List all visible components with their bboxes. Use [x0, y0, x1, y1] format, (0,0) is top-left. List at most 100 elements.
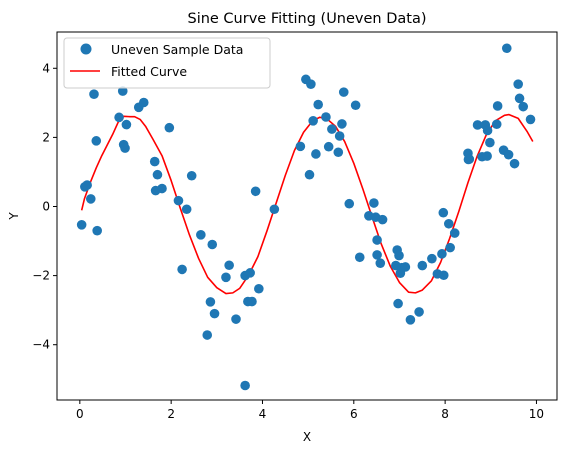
data-point [221, 272, 231, 283]
y-tick-label: 4 [42, 61, 50, 75]
plot-background [57, 32, 557, 400]
data-point [306, 79, 316, 89]
x-tick-label: 10 [529, 407, 544, 421]
data-point [91, 136, 102, 146]
data-point [438, 270, 449, 281]
data-point [196, 230, 206, 240]
plot-frame [56, 31, 558, 401]
data-point [400, 262, 411, 272]
data-point [437, 249, 447, 259]
curve-layer [80, 113, 534, 295]
data-point [509, 158, 520, 169]
y-axis-ticks: −4 −2 0 2 4 [32, 61, 57, 352]
data-point [85, 194, 96, 204]
data-point [327, 124, 337, 134]
data-point [513, 79, 523, 89]
data-point [372, 235, 382, 245]
data-point [334, 131, 345, 141]
data-point [82, 180, 92, 190]
data-point [503, 149, 514, 160]
x-tick-label: 6 [350, 407, 358, 421]
data-point [472, 120, 483, 130]
data-point [482, 151, 492, 161]
data-point [492, 101, 503, 111]
y-tick-label: −4 [32, 338, 50, 352]
data-point [152, 169, 163, 180]
data-point [372, 250, 382, 260]
data-point [491, 119, 502, 130]
data-point [323, 141, 334, 152]
x-tick-label: 2 [167, 407, 175, 421]
y-tick-label: 2 [42, 130, 50, 144]
data-point [89, 89, 99, 99]
data-point [375, 258, 386, 268]
data-point [157, 183, 167, 194]
data-point [525, 114, 536, 125]
data-point [311, 149, 321, 159]
data-point [250, 186, 261, 197]
data-point [186, 170, 197, 181]
data-point [149, 156, 160, 167]
data-point [209, 308, 220, 319]
data-point [207, 239, 218, 250]
data-point [417, 260, 428, 271]
data-point [394, 250, 404, 261]
data-point [518, 101, 529, 112]
y-tick-label: 0 [42, 199, 50, 213]
x-tick-label: 4 [259, 407, 267, 421]
data-point [114, 112, 124, 123]
data-point [76, 220, 87, 230]
data-point [177, 264, 187, 275]
data-point [514, 93, 525, 104]
data-point [393, 298, 403, 309]
chart-title: Sine Curve Fitting (Uneven Data) [187, 11, 426, 27]
data-point [449, 228, 460, 238]
data-point [164, 122, 175, 133]
data-point [427, 253, 437, 264]
legend: Uneven Sample Data Fitted Curve [63, 37, 271, 89]
data-point [445, 242, 455, 253]
data-point [231, 314, 241, 324]
data-point [321, 112, 331, 122]
data-point [354, 252, 365, 263]
data-point [338, 87, 349, 97]
data-point [438, 207, 449, 218]
legend-marker-scatter [80, 43, 92, 55]
data-point [92, 225, 102, 236]
y-axis-label: Y [7, 212, 21, 221]
fitted-curve-line [80, 113, 534, 295]
data-point [173, 195, 184, 206]
data-point [485, 137, 495, 148]
y-tick-label: −2 [32, 269, 50, 283]
data-point [337, 119, 347, 129]
data-point [120, 143, 130, 153]
data-point [350, 100, 361, 111]
legend-label-line: Fitted Curve [111, 64, 187, 79]
data-point [482, 125, 493, 136]
data-point [240, 380, 250, 391]
data-point [117, 86, 128, 96]
data-point [245, 268, 255, 278]
data-point [377, 214, 388, 225]
data-point [304, 169, 315, 180]
data-point [224, 260, 234, 271]
data-point [464, 154, 475, 164]
legend-box [63, 37, 271, 89]
data-point [308, 116, 318, 126]
data-point [254, 283, 264, 294]
x-tick-label: 0 [76, 407, 84, 421]
data-point [405, 315, 416, 325]
data-point [202, 330, 213, 340]
data-point [501, 43, 512, 54]
data-point [313, 99, 323, 110]
legend-label-scatter: Uneven Sample Data [111, 42, 243, 57]
data-point [205, 297, 216, 307]
data-point [333, 147, 344, 158]
data-point [344, 198, 355, 209]
data-point [369, 198, 379, 208]
x-tick-label: 8 [441, 407, 449, 421]
plot-area [56, 31, 558, 401]
data-point [443, 218, 454, 229]
x-axis-label: X [303, 430, 311, 444]
